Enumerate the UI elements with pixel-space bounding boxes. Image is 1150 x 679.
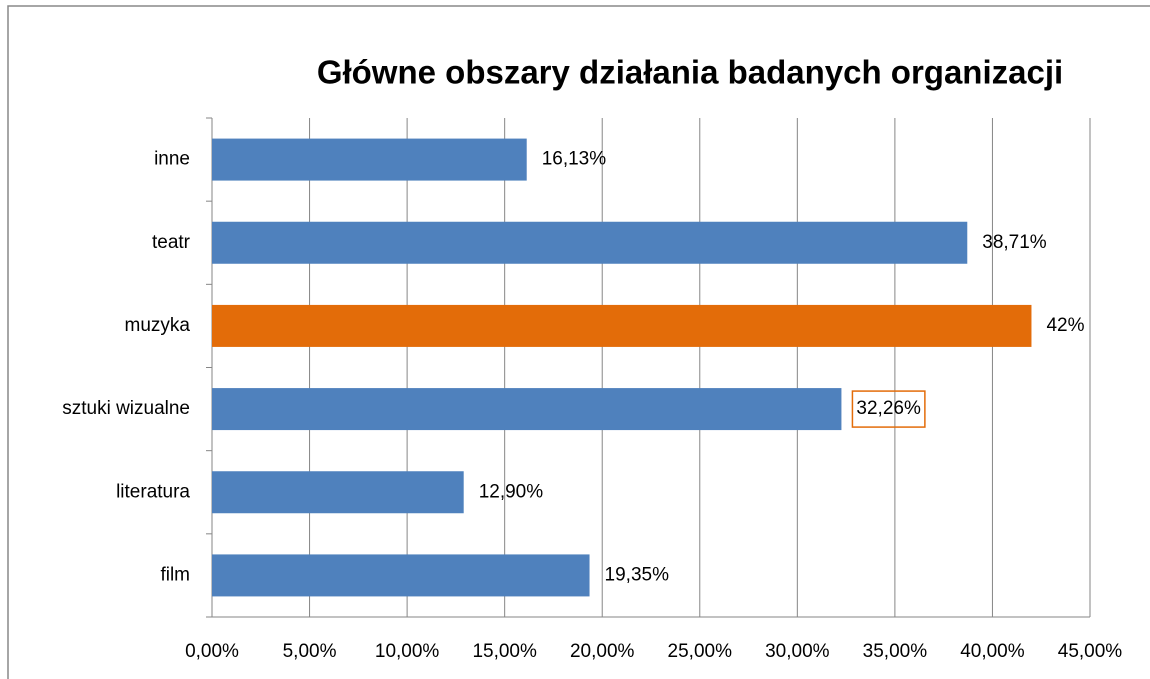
bar [212,304,1032,347]
bar [212,554,590,597]
y-tick-label: literatura [116,481,190,502]
chart-title: Główne obszary działania badanych organi… [317,54,1063,91]
x-tick-label: 0,00% [185,641,239,662]
y-tick-label: sztuki wizualne [62,398,190,419]
value-label: 19,35% [605,564,670,585]
bar [212,471,464,514]
value-label: 32,26% [856,398,921,419]
bar [212,138,527,181]
y-tick-label: inne [154,149,190,170]
value-label: 12,90% [479,481,544,502]
value-label: 38,71% [982,232,1047,253]
y-tick-label: teatr [152,232,191,253]
y-tick-label: film [160,564,190,585]
x-tick-label: 40,00% [960,641,1025,662]
bar [212,221,968,264]
x-tick-label: 15,00% [472,641,537,662]
value-label: 42% [1046,315,1084,336]
bar [212,388,842,431]
value-label-box [851,390,926,428]
x-tick-label: 45,00% [1058,641,1123,662]
x-tick-label: 20,00% [570,641,635,662]
x-tick-label: 35,00% [863,641,928,662]
x-tick-label: 10,00% [375,641,440,662]
x-tick-label: 30,00% [765,641,830,662]
x-tick-label: 5,00% [283,641,337,662]
x-tick-label: 25,00% [668,641,733,662]
y-tick-label: muzyka [125,315,191,336]
value-label: 16,13% [542,149,607,170]
